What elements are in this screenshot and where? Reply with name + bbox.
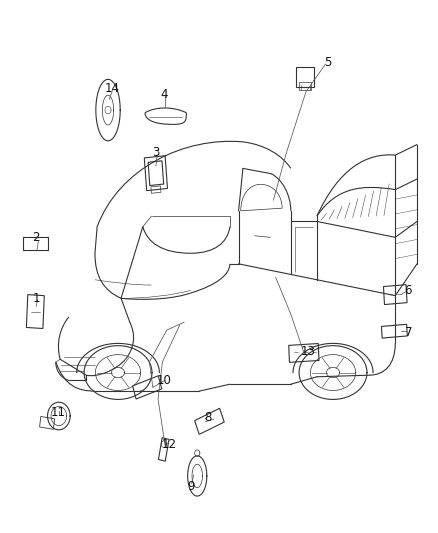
Bar bbox=[39, 416, 55, 430]
Text: 11: 11 bbox=[50, 406, 65, 419]
Text: 6: 6 bbox=[405, 284, 412, 297]
Bar bbox=[383, 285, 407, 304]
Bar bbox=[133, 376, 162, 399]
Text: 2: 2 bbox=[32, 231, 40, 244]
Bar bbox=[26, 295, 44, 328]
Bar bbox=[23, 237, 48, 250]
Bar bbox=[144, 156, 167, 191]
Bar bbox=[381, 324, 407, 338]
Text: 4: 4 bbox=[161, 87, 168, 101]
Text: 7: 7 bbox=[405, 326, 412, 340]
Text: 8: 8 bbox=[205, 411, 212, 424]
Bar bbox=[299, 82, 311, 91]
Bar bbox=[289, 343, 319, 362]
Text: 9: 9 bbox=[187, 480, 194, 493]
Bar bbox=[148, 161, 164, 185]
Text: 5: 5 bbox=[324, 56, 332, 69]
Text: 13: 13 bbox=[301, 345, 316, 358]
Bar bbox=[151, 186, 161, 193]
Text: 10: 10 bbox=[157, 374, 172, 387]
Text: 3: 3 bbox=[152, 146, 159, 159]
Bar bbox=[296, 67, 314, 87]
Text: 12: 12 bbox=[162, 438, 177, 450]
Text: 1: 1 bbox=[32, 292, 40, 305]
Bar bbox=[194, 408, 224, 434]
Text: 14: 14 bbox=[105, 83, 120, 95]
Bar bbox=[159, 438, 169, 461]
